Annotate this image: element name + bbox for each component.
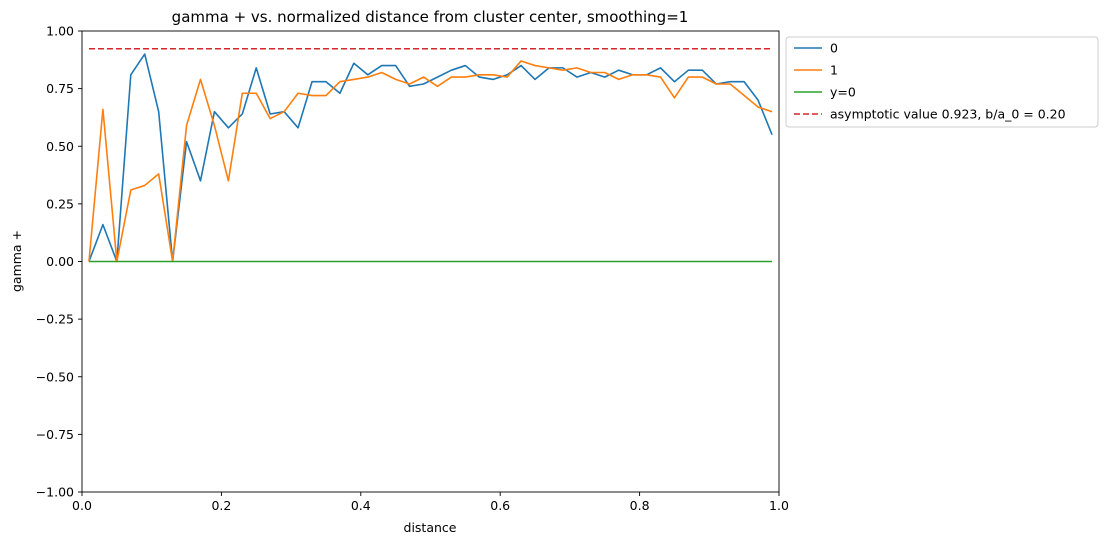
y-tick-label: −0.25 [36, 312, 74, 327]
y-tick-label: 0.75 [46, 81, 74, 96]
series-line-0 [88, 53, 773, 263]
legend-label-1: 1 [830, 63, 838, 78]
x-tick-label: 0.0 [72, 498, 92, 513]
legend-label-2: y=0 [830, 85, 856, 100]
legend-label-0: 0 [830, 41, 838, 56]
y-tick-label: −0.75 [36, 427, 74, 442]
legend-label-3: asymptotic value 0.923, b/a_0 = 0.20 [830, 107, 1066, 122]
y-tick-label: 0.50 [46, 139, 74, 154]
x-tick-label: 0.4 [351, 498, 371, 513]
y-tick-label: 1.00 [46, 24, 74, 39]
x-tick-label: 0.6 [490, 498, 510, 513]
x-tick-label: 1.0 [769, 498, 789, 513]
series-line-1 [88, 60, 773, 263]
y-tick-label: −0.50 [36, 369, 74, 384]
legend-box [785, 36, 1099, 128]
chart-title: gamma + vs. normalized distance from clu… [172, 8, 689, 26]
y-tick-label: 0.25 [46, 196, 74, 211]
y-axis-label: gamma + [9, 230, 24, 292]
x-tick-label: 0.2 [211, 498, 231, 513]
x-tick-label: 0.8 [630, 498, 650, 513]
y-tick-label: 0.00 [46, 254, 74, 269]
x-axis-label: distance [404, 520, 457, 535]
y-tick-label: −1.00 [36, 485, 74, 500]
